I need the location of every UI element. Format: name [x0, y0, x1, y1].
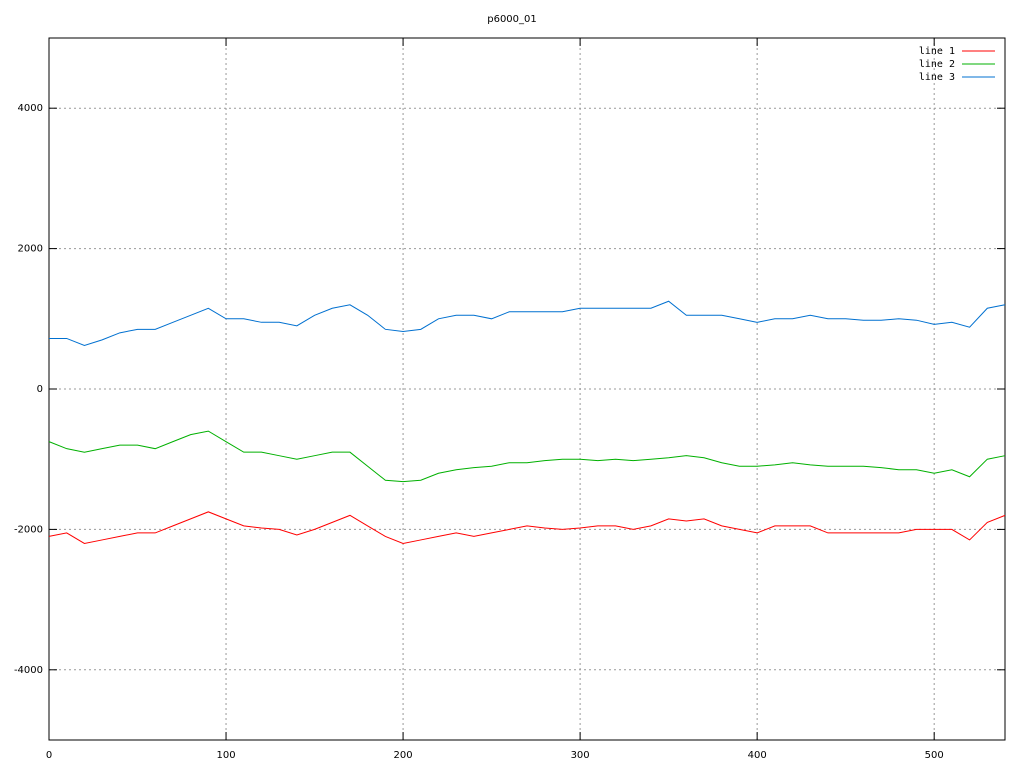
x-tick-label: 400 [748, 750, 767, 761]
legend-label: line 1 [919, 46, 955, 57]
y-tick-label: -2000 [14, 524, 43, 535]
data-line [48, 511, 1006, 544]
y-tick-label: -4000 [14, 665, 43, 676]
y-tick-label: 2000 [18, 244, 43, 255]
x-tick-label: 500 [925, 750, 944, 761]
legend-label: line 3 [919, 72, 955, 83]
legend-label: line 2 [919, 59, 955, 70]
y-tick-label: 4000 [18, 103, 43, 114]
data-line [49, 300, 1006, 347]
y-tick-label: 0 [37, 384, 43, 395]
chart-title: p6000_01 [487, 14, 537, 25]
x-tick-label: 300 [571, 750, 590, 761]
x-tick-label: 200 [394, 750, 413, 761]
x-tick-label: 0 [46, 750, 52, 761]
plot-frame [48, 37, 1006, 741]
data-line [48, 430, 1006, 483]
x-tick-label: 100 [216, 750, 235, 761]
